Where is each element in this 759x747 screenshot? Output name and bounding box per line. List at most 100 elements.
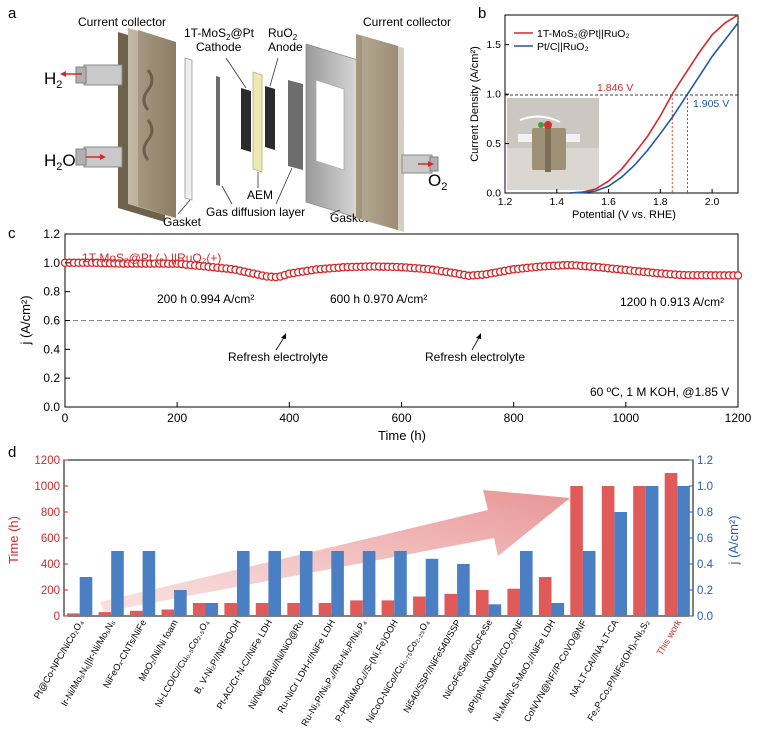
d-ytick-right-label: 0.6 (697, 533, 713, 545)
d-bar-time (413, 596, 426, 616)
d-bar-current (268, 551, 281, 616)
b-xtick-label: 1.6 (601, 196, 616, 208)
d-category-label: Ni/NiO@Ru//Ni/NiO@Ru (246, 618, 305, 711)
panel-c-label: c (8, 225, 16, 242)
c-xtick-label: 600 (391, 411, 411, 425)
right-current-collector (356, 34, 439, 232)
d-category-label: Pt-AC/Cr-N-C//NiFe LDH (215, 618, 274, 711)
d-ytick-left-label: 200 (41, 585, 60, 597)
d-category-label: aPt/pNi-NOMC//CO₂O/NF (464, 618, 526, 715)
aem-membrane (252, 71, 263, 173)
d-category-label: Ir-Ni/Mo₅N₆||Ir-Ni/Mo₅N₆ (59, 618, 117, 708)
d-bar-time (98, 612, 112, 616)
d-bar-time (318, 603, 332, 616)
c-ytick-label: 0.2 (43, 371, 60, 385)
d-bar-time (255, 603, 269, 616)
d-category-label: Ni-LCO/C//Cu₀.₅Co₂.₅O₄ (153, 618, 211, 709)
d-bar-time (192, 603, 206, 616)
b-annotation-2: 1.905 V (693, 98, 729, 110)
d-ytick-left-label: 800 (41, 507, 60, 519)
cathode-plate (241, 88, 251, 152)
d-category-label: Ru-NiCr LDH-r//NiFe LDH (276, 618, 337, 715)
aem-label: AEM (247, 188, 273, 202)
d-bar-current (205, 603, 219, 616)
panel-d-label: d (8, 444, 16, 461)
c-data-point (733, 271, 743, 280)
d-category-label: Ni540/SSP//NiFe540/SSP (401, 618, 463, 715)
left-current-collector (75, 28, 176, 222)
d-bar-time (381, 600, 395, 616)
d-bar-current (551, 603, 565, 616)
d-category-label: Ni₄Mo/N-S-MoO₂//NiFe LDH (491, 618, 557, 723)
c-ytick-label: 0.0 (43, 400, 60, 414)
d-bar-current (488, 604, 502, 616)
d-ytick-left-label: 600 (41, 533, 60, 545)
d-bar-current (111, 551, 124, 616)
d-bar-current (237, 551, 250, 616)
current-collector-left-label: Current collector (78, 15, 166, 29)
gdl-right (288, 80, 303, 170)
c-condition-text: 60 ºC, 1 M KOH, @1.85 V (590, 385, 729, 399)
c-xtick-label: 0 (62, 411, 69, 425)
d-bar-current (299, 551, 313, 616)
d-ytick-right-label: 1.0 (697, 481, 713, 493)
d-ytick-left-label: 400 (41, 559, 60, 571)
d-bar-time (224, 603, 237, 616)
c-legend-text: 1T-MoS₂@Pt (-) ||RuO₂(+) (82, 251, 221, 265)
d-category-label: NiCoO-NiCo//Cu₀.₇₅Co₂.₂₅O₄ (364, 618, 431, 725)
h2-label: H2 (44, 69, 62, 91)
panel-b-label: b (478, 5, 486, 22)
d-bar-time (476, 590, 489, 616)
d-bar-current (520, 551, 533, 616)
d-bar-current (174, 590, 187, 616)
b-inset-photo (507, 98, 599, 190)
d-bar-time (161, 609, 175, 616)
c-label-2: 600 h 0.970 A/cm² (330, 292, 427, 306)
d-bar-time (570, 486, 583, 616)
panel-b: b 1.2 1.4 1.6 1.8 2.0 0.0 0.5 1.0 1.5 1T-MoS₂@Pt… (469, 5, 739, 221)
panel-a: a Current collector H2 H2O Gasket 1T-MoS… (8, 5, 451, 232)
d-ytick-right-label: 0.2 (697, 585, 713, 597)
gdl-label: Gas diffusion layer (206, 205, 305, 219)
d-ytick-right-label: 1.2 (697, 455, 713, 467)
d-bar-time (664, 473, 678, 616)
b-legend: 1T-MoS₂@Pt||RuO₂ Pt/C||RuO₂ (514, 28, 630, 53)
panel-b-frame (504, 14, 739, 194)
b-xlabel: Potential (V vs. RHE) (572, 209, 676, 221)
d-ytick-left-label: 0 (54, 611, 60, 623)
c-arrow-label-1: Refresh electrolyte (228, 350, 328, 364)
c-ytick-label: 1.0 (43, 256, 60, 270)
b-ytick-label: 0.0 (486, 188, 501, 200)
d-bar-current (362, 551, 376, 616)
d-category-label: Ru-Ni₂P/Ni₅P₄//Ru-Ni₂P/Ni₅P₄ (299, 618, 368, 728)
c-label-3: 1200 h 0.913 A/cm² (620, 295, 724, 309)
b-ytick-label: 1.0 (486, 89, 501, 101)
gdl-left (216, 76, 220, 186)
d-ytick-right-label: 0.0 (697, 611, 713, 623)
b-series-line-2 (569, 22, 739, 194)
b-xtick-label: 1.4 (549, 196, 564, 208)
anode-label: RuO2 (268, 26, 298, 42)
d-bar-time (67, 613, 80, 616)
c-ylabel: j (A/cm²) (18, 295, 33, 345)
d-bar-current (394, 551, 407, 616)
d-bar-current (142, 551, 156, 616)
c-xtick-label: 1000 (612, 411, 639, 425)
c-xlabel: Time (h) (378, 428, 426, 443)
d-bar-time (601, 486, 615, 616)
o2-label: O2 (428, 171, 447, 193)
b-ylabel: Current Density (A/cm²) (469, 46, 481, 162)
panel-d: d 0 200 400 600 800 1000 1200 0.0 0.2 0.4 0.6 0.8 1.… (6, 444, 741, 728)
h2o-label: H2O (44, 151, 76, 173)
c-xtick-label: 400 (279, 411, 299, 425)
d-bar-current (582, 551, 596, 616)
d-ytick-left-label: 1000 (34, 481, 60, 493)
b-xtick-label: 2.0 (705, 196, 720, 208)
d-bar-time (287, 603, 300, 616)
b-ytick-label: 0.5 (486, 138, 501, 150)
d-ylabel-left: Time (h) (6, 516, 21, 564)
d-ylabel-right: j (A/cm²) (726, 515, 741, 565)
d-ytick-right-label: 0.4 (697, 559, 714, 571)
d-category-label: Fe₂P-Co₂P/NiFe(OH)ₓ-Ni₃S₂ (585, 618, 651, 723)
